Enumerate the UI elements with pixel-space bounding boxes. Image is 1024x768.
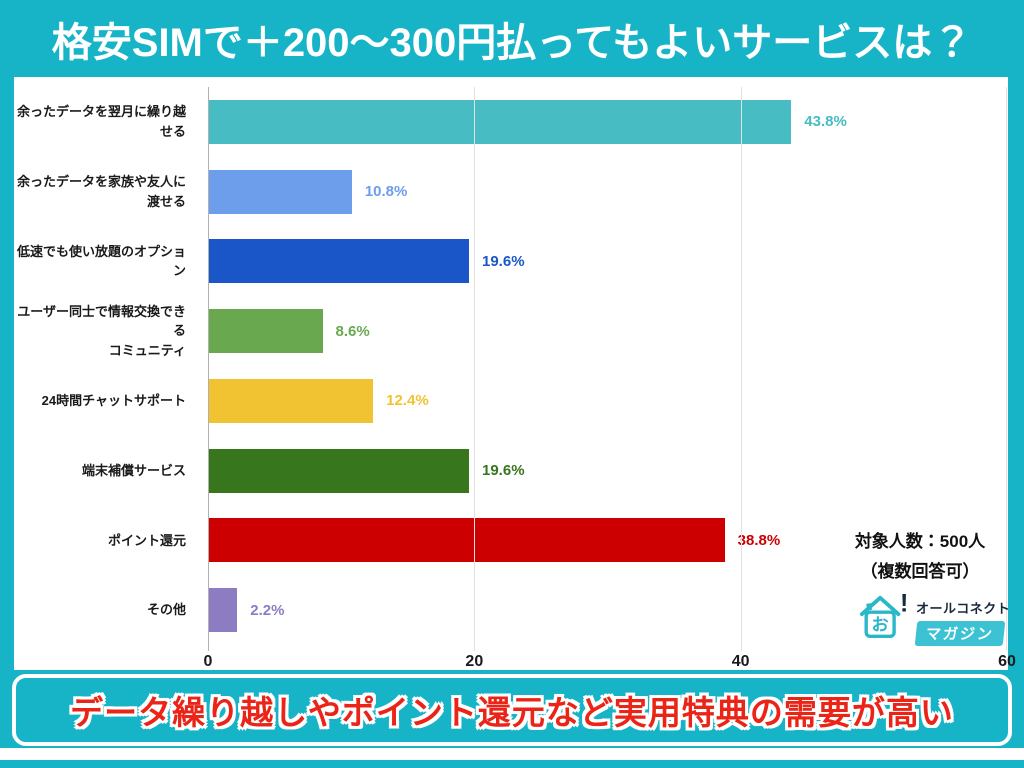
axis-baseline — [208, 87, 209, 651]
x-axis-tick-label: 40 — [731, 653, 750, 670]
logo-text-block: オールコネクト マガジン — [914, 592, 1011, 646]
bottom-divider-strip — [0, 748, 1024, 760]
chart-panel: 余ったデータを翌月に繰り越せる 余ったデータを家族や友人に渡せる 低速でも使い放題の… — [14, 77, 1016, 673]
category-label: 余ったデータを翌月に繰り越せる — [16, 104, 186, 139]
gridline — [1006, 87, 1007, 651]
plot-area: 43.8% 10.8% 19.6% 8.6% 12.4% 19.6% 38.8% 2.2% — [208, 87, 1007, 651]
gridline — [740, 87, 742, 651]
bar-row: 12.4% — [208, 366, 1007, 436]
house-icon: お ! — [859, 592, 908, 638]
bar — [208, 99, 792, 144]
category-label: 端末補償サービス — [81, 462, 186, 478]
bar-row: 8.6% — [208, 296, 1007, 366]
bar-value-label: 19.6% — [482, 252, 525, 270]
bar-rows: 43.8% 10.8% 19.6% 8.6% 12.4% 19.6% 38.8% 2.2% — [208, 87, 1007, 645]
footer-message: データ繰り越しやポイント還元など実用特典の需要が高い — [70, 694, 954, 731]
bar-row: 43.8% — [208, 87, 1007, 157]
survey-note: 対象人数：500人 （複数回答可） — [820, 527, 1020, 587]
logo-brand-text: オールコネクト — [916, 601, 1011, 616]
brand-logo: お ! オールコネクト マガジン — [858, 592, 1018, 648]
survey-note-line2: （複数回答可） — [860, 562, 980, 581]
bar-value-label: 8.6% — [335, 322, 370, 340]
page-title: 格安SIMで＋200〜300円払ってもよいサービスは？ — [51, 20, 973, 65]
bar — [208, 448, 469, 493]
bar — [208, 518, 725, 563]
x-axis-tick-label: 0 — [203, 653, 213, 670]
survey-note-line1: 対象人数：500人 — [854, 532, 986, 551]
x-axis: 0 20 40 60 — [204, 653, 1016, 673]
bar-row: 19.6% — [208, 436, 1007, 506]
x-axis-tick-label: 60 — [998, 653, 1016, 670]
bar — [208, 309, 323, 354]
bar — [208, 378, 374, 423]
logo-magazine-badge: マガジン — [914, 621, 1006, 646]
bar — [208, 588, 238, 633]
category-labels: 余ったデータを翌月に繰り越せる 余ったデータを家族や友人に渡せる 低速でも使い放題の… — [14, 87, 196, 645]
category-label: 24時間チャットサポート — [41, 393, 186, 409]
svg-text:!: ! — [900, 592, 908, 617]
category-label: 低速でも使い放題のオプション — [16, 243, 186, 279]
bar-value-label: 43.8% — [804, 113, 847, 131]
top-banner: 格安SIMで＋200〜300円払ってもよいサービスは？ — [0, 0, 1024, 77]
gridline — [474, 87, 476, 651]
bar — [208, 239, 469, 284]
bar-row: 2.2% — [208, 575, 1007, 645]
category-label: ユーザー同士で情報交換できる コミュニティ — [17, 303, 186, 358]
svg-text:お: お — [871, 615, 888, 635]
bar-row: 19.6% — [208, 227, 1007, 297]
bar-value-label: 2.2% — [250, 601, 285, 619]
bar-value-label: 19.6% — [482, 462, 525, 480]
bar-value-label: 12.4% — [386, 392, 429, 410]
category-label: その他 — [146, 602, 186, 618]
bar-row: 38.8% — [208, 506, 1007, 576]
category-label: 余ったデータを家族や友人に渡せる — [16, 174, 186, 209]
footer-callout: データ繰り越しやポイント還元など実用特典の需要が高い — [12, 674, 1012, 746]
bar-row: 10.8% — [208, 157, 1007, 227]
bar — [208, 169, 352, 214]
x-axis-tick-label: 20 — [465, 653, 484, 670]
bar-value-label: 10.8% — [364, 183, 408, 201]
bar-value-label: 38.8% — [737, 531, 781, 549]
category-label: ポイント還元 — [107, 532, 186, 548]
